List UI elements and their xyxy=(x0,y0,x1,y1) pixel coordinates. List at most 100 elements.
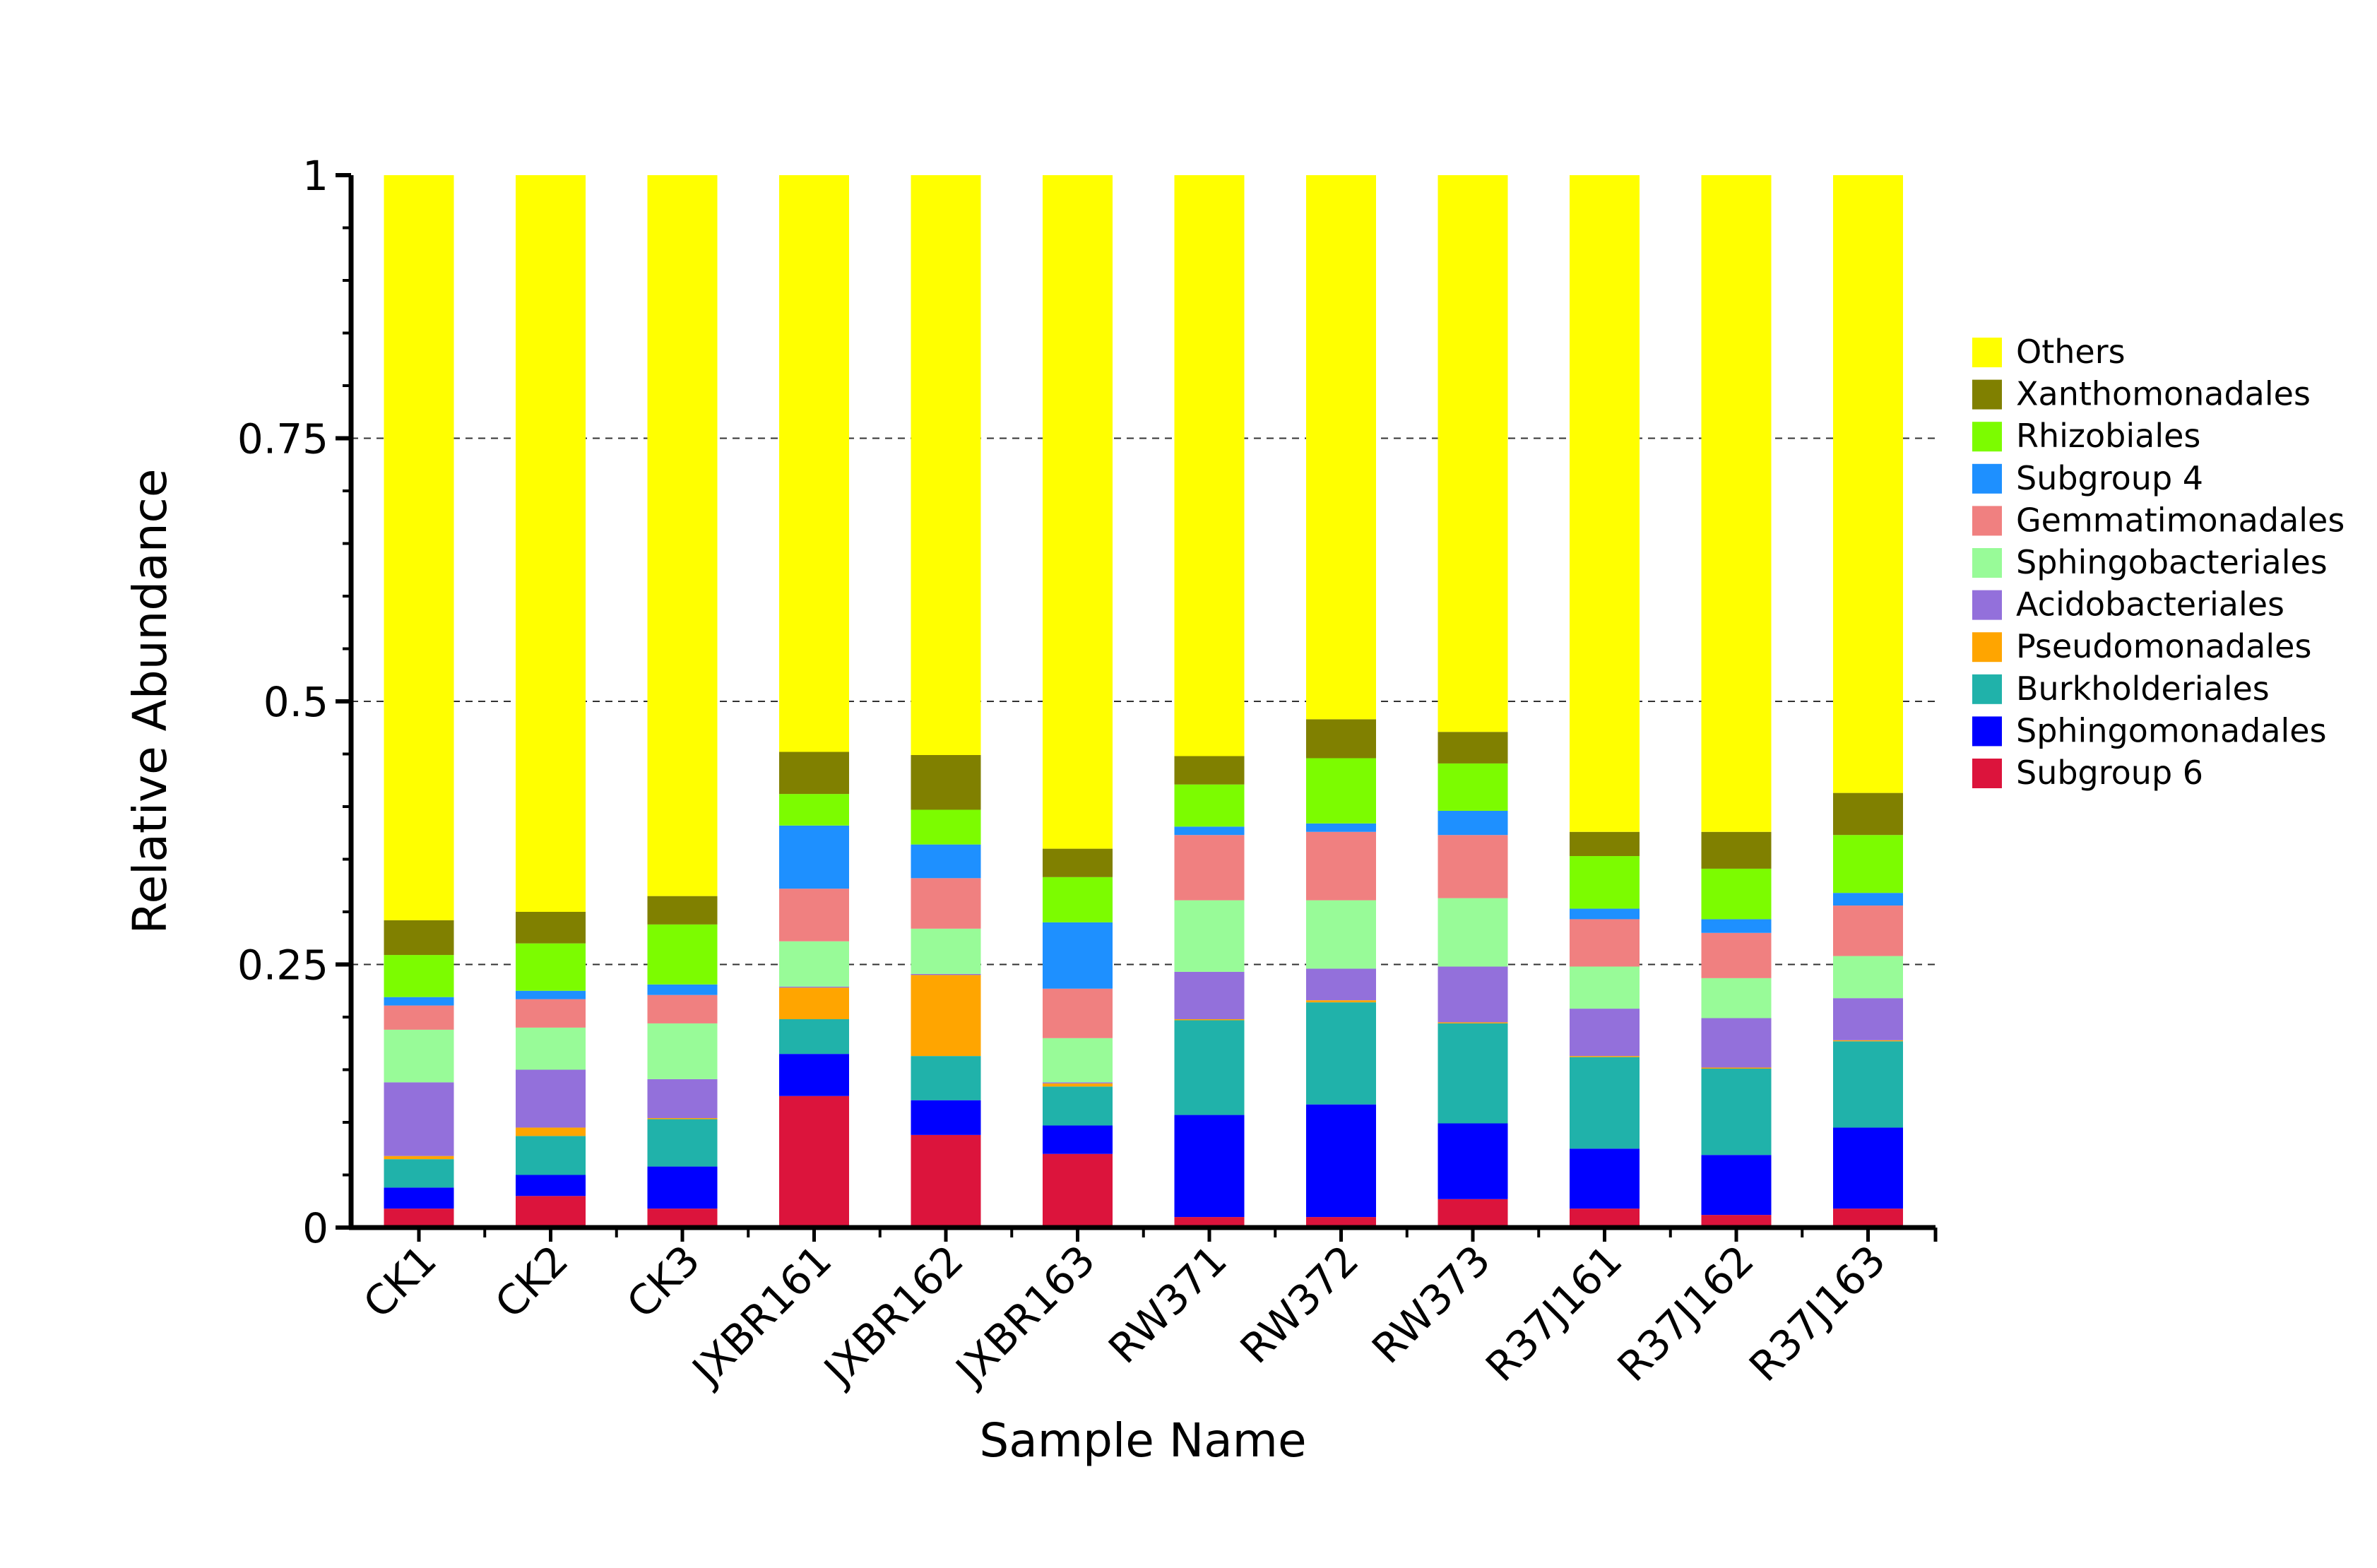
legend-swatch xyxy=(1972,674,2002,704)
x-tick-label: CK3 xyxy=(617,1236,709,1328)
bar-segment-xanthomonadales xyxy=(1174,756,1245,785)
bar-segment-gemmatimonadales xyxy=(1570,919,1640,967)
legend-label: Sphingomonadales xyxy=(2016,711,2327,749)
legend-item-subgroup-6: Subgroup 6 xyxy=(1972,754,2203,792)
bar-segment-pseudomonadales xyxy=(1306,1000,1376,1003)
legend-label: Others xyxy=(2016,333,2126,371)
bar-segment-gemmatimonadales xyxy=(1438,835,1508,898)
bar-segment-subgroup-6 xyxy=(1701,1215,1772,1228)
legend-label: Pseudomonadales xyxy=(2016,627,2311,665)
bar-segment-subgroup-4 xyxy=(516,990,586,999)
bar-segment-subgroup-4 xyxy=(1043,922,1113,989)
bar-segment-rhizobiales xyxy=(1833,835,1903,893)
bar-segment-acidobacteriales xyxy=(384,1082,454,1156)
bar-segment-gemmatimonadales xyxy=(1174,835,1245,901)
bar-segment-gemmatimonadales xyxy=(779,889,849,942)
x-tick-labels: CK1 CK2 CK3JXBR161JXBR162JXBR163RW371RW372… xyxy=(354,1236,1895,1395)
bar-segment-pseudomonadales xyxy=(1043,1083,1113,1087)
bar-segment-others xyxy=(1043,175,1113,849)
y-tick-labels: 0 0.25 0.5 0.75 1 xyxy=(237,152,328,1252)
x-tick-label: R37J161 xyxy=(1476,1236,1631,1391)
bar-segment-others xyxy=(1833,175,1903,793)
bar-segment-acidobacteriales xyxy=(647,1079,718,1119)
bar-segment-sphingobacteriales xyxy=(779,941,849,987)
bar-segment-xanthomonadales xyxy=(779,752,849,795)
legend-label: Rhizobiales xyxy=(2016,417,2200,455)
legend-swatch xyxy=(1972,759,2002,788)
bar-segment-pseudomonadales xyxy=(1833,1040,1903,1042)
bar-segment-burkholderiales xyxy=(516,1136,586,1175)
bar-segment-pseudomonadales xyxy=(1174,1018,1245,1021)
bar-segment-burkholderiales xyxy=(384,1159,454,1188)
bar-segment-subgroup-6 xyxy=(516,1196,586,1228)
bar-segment-xanthomonadales xyxy=(1701,831,1772,869)
legend-item-burkholderiales: Burkholderiales xyxy=(1972,670,2270,708)
bar-segment-sphingobacteriales xyxy=(1306,900,1376,969)
bar-segment-pseudomonadales xyxy=(384,1156,454,1160)
bar-segment-others xyxy=(1306,175,1376,720)
bar-segment-others xyxy=(1438,175,1508,732)
bar-segment-gemmatimonadales xyxy=(1306,831,1376,901)
bar-segment-sphingobacteriales xyxy=(1174,900,1245,972)
bar-segment-sphingobacteriales xyxy=(1438,898,1508,967)
bar-segment-rhizobiales xyxy=(647,924,718,985)
legend-item-gemmatimonadales: Gemmatimonadales xyxy=(1972,501,2345,539)
y-tick-label: 0.75 xyxy=(237,415,328,463)
legend-item-acidobacteriales: Acidobacteriales xyxy=(1972,586,2284,624)
bar-segment-gemmatimonadales xyxy=(911,878,981,929)
bar-segment-rhizobiales xyxy=(1174,784,1245,827)
legend-swatch xyxy=(1972,338,2002,367)
bar-segment-sphingobacteriales xyxy=(1833,956,1903,999)
bar-segment-xanthomonadales xyxy=(647,896,718,925)
legend-label: Subgroup 4 xyxy=(2016,459,2203,497)
legend-item-sphingobacteriales: Sphingobacteriales xyxy=(1972,543,2328,581)
x-tick-label: R37J163 xyxy=(1740,1236,1895,1391)
bar-segment-burkholderiales xyxy=(1043,1086,1113,1126)
bar-segment-acidobacteriales xyxy=(1174,971,1245,1019)
bar-segment-subgroup-4 xyxy=(384,997,454,1006)
bar-segment-sphingomonadales xyxy=(1833,1127,1903,1209)
bar-segment-others xyxy=(911,175,981,755)
legend-label: Acidobacteriales xyxy=(2016,586,2284,624)
x-tick-label: JXBR163 xyxy=(945,1236,1104,1395)
bar-segment-subgroup-6 xyxy=(1043,1153,1113,1228)
bar-segment-sphingobacteriales xyxy=(384,1029,454,1083)
y-tick-label: 0 xyxy=(302,1204,328,1252)
legend: Others Xanthomonadales Rhizobiales Subgroup… xyxy=(1972,333,2345,792)
bar-segment-subgroup-6 xyxy=(1306,1217,1376,1228)
bar-segment-gemmatimonadales xyxy=(384,1005,454,1030)
legend-item-pseudomonadales: Pseudomonadales xyxy=(1972,627,2311,665)
bar-segment-subgroup-4 xyxy=(647,984,718,995)
bar-segment-xanthomonadales xyxy=(384,920,454,956)
legend-swatch xyxy=(1972,716,2002,747)
legend-label: Subgroup 6 xyxy=(2016,754,2203,792)
bar-segment-pseudomonadales xyxy=(1701,1067,1772,1069)
bar-segment-acidobacteriales xyxy=(911,973,981,975)
bar-segment-acidobacteriales xyxy=(1833,998,1903,1040)
bars xyxy=(384,175,1903,1228)
bar-segment-others xyxy=(647,175,718,896)
bar-segment-sphingobacteriales xyxy=(647,1023,718,1079)
bar-segment-xanthomonadales xyxy=(516,912,586,944)
bar-segment-sphingobacteriales xyxy=(1043,1038,1113,1083)
bar-segment-burkholderiales xyxy=(1306,1002,1376,1105)
bar-segment-acidobacteriales xyxy=(1570,1009,1640,1057)
legend-item-xanthomonadales: Xanthomonadales xyxy=(1972,375,2311,413)
bar-segment-subgroup-4 xyxy=(1306,823,1376,832)
bar-segment-rhizobiales xyxy=(1570,856,1640,909)
bar-segment-pseudomonadales xyxy=(779,987,849,1019)
bar-segment-subgroup-6 xyxy=(1570,1208,1640,1228)
bar-segment-subgroup-4 xyxy=(1701,919,1772,933)
bar-segment-burkholderiales xyxy=(1438,1023,1508,1124)
bar-segment-gemmatimonadales xyxy=(1701,932,1772,978)
bar-segment-rhizobiales xyxy=(779,794,849,826)
y-tick-label: 0.25 xyxy=(237,942,328,990)
bar-segment-subgroup-6 xyxy=(647,1208,718,1228)
bar-segment-others xyxy=(1701,175,1772,832)
bar-segment-sphingobacteriales xyxy=(911,928,981,974)
x-tick-label: R37J162 xyxy=(1608,1236,1763,1391)
bar-segment-burkholderiales xyxy=(1174,1020,1245,1115)
bar-segment-subgroup-4 xyxy=(911,844,981,879)
bar-segment-subgroup-4 xyxy=(779,825,849,889)
bar-segment-sphingobacteriales xyxy=(516,1027,586,1070)
